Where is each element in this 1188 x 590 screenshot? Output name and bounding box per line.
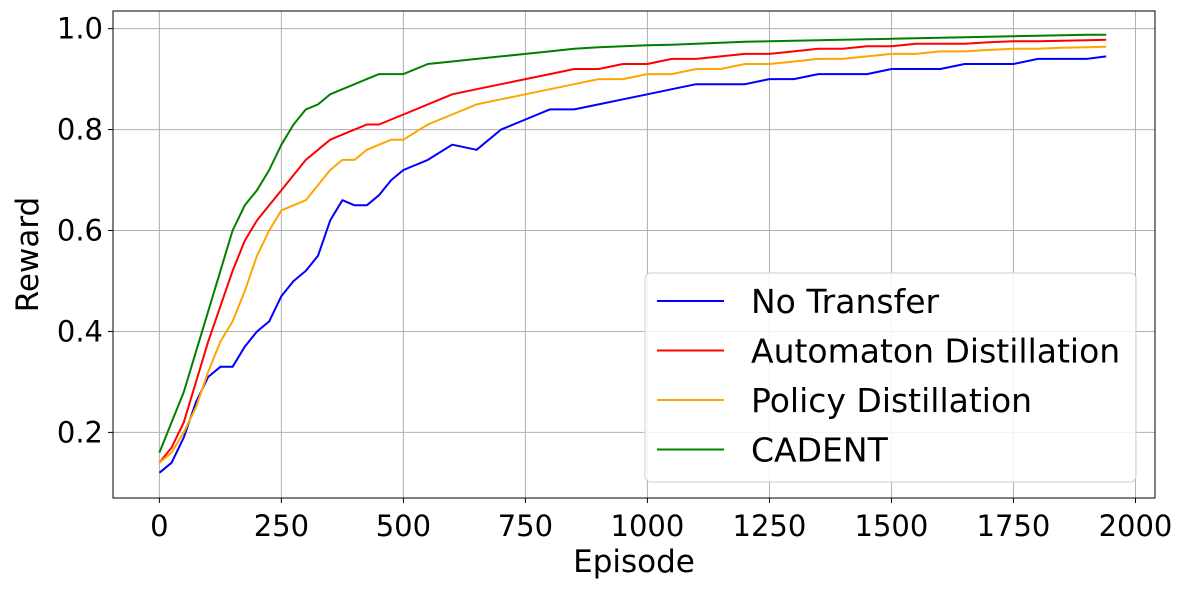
- x-tick-label: 1750: [977, 509, 1051, 543]
- y-axis-label: Reward: [10, 197, 46, 312]
- x-tick-label: 1500: [855, 509, 929, 543]
- series-lines: [158, 33, 1107, 474]
- x-tick-label: 750: [498, 509, 553, 543]
- x-axis-label: Episode: [573, 544, 695, 580]
- y-tick-label: 0.6: [57, 214, 103, 248]
- x-tick-label: 250: [254, 509, 309, 543]
- y-axis-ticks: 0.2 0.4 0.6 0.8 1.0: [57, 12, 113, 449]
- y-tick-label: 0.2: [57, 415, 103, 449]
- legend: No Transfer Automaton Distillation Policy …: [644, 272, 1137, 483]
- legend-box: [644, 272, 1137, 483]
- legend-label: Policy Distillation: [751, 381, 1032, 420]
- y-tick-label: 1.0: [57, 12, 103, 46]
- x-tick-label: 1250: [733, 509, 807, 543]
- plot-frame: [112, 10, 1156, 499]
- legend-label: Automaton Distillation: [751, 332, 1120, 371]
- legend-label: No Transfer: [751, 282, 939, 321]
- y-tick-label: 0.4: [57, 314, 103, 348]
- x-tick-label: 0: [150, 509, 168, 543]
- y-tick-label: 0.8: [57, 113, 103, 147]
- series-line-no-transfer: [158, 55, 1107, 474]
- series-line-policy-distillation: [158, 45, 1107, 464]
- legend-label: CADENT: [751, 431, 889, 470]
- x-axis-ticks: 0 250 500 750 1000 1250 1500 1750 2000: [150, 498, 1172, 543]
- series-line-automaton-distillation: [158, 38, 1107, 464]
- x-tick-label: 2000: [1099, 509, 1173, 543]
- x-tick-label: 500: [376, 509, 431, 543]
- x-tick-label: 1000: [611, 509, 685, 543]
- series-line-cadent: [158, 33, 1107, 453]
